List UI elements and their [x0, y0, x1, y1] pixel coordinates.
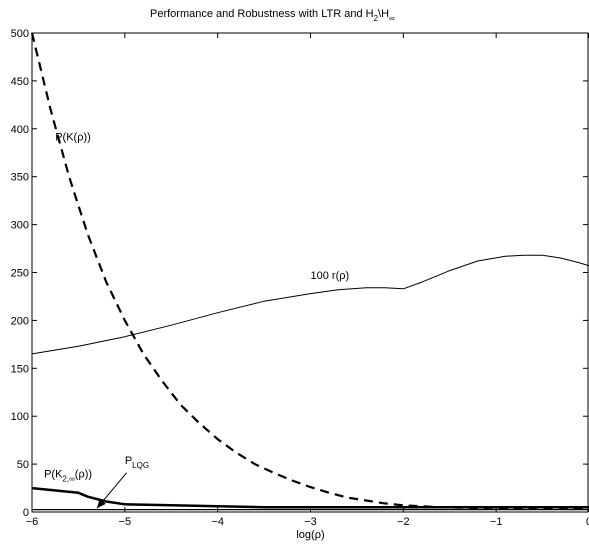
x-tick-label: −6: [26, 516, 39, 528]
y-tick-label: 500: [11, 28, 29, 40]
series-line-solid-thick: [31, 486, 589, 509]
y-tick-label: 300: [11, 220, 29, 232]
annotation-arrow-head: [96, 498, 106, 509]
y-tick-label: 50: [17, 459, 29, 471]
x-tick-label: −3: [304, 516, 317, 528]
y-tick-label: 400: [11, 124, 29, 136]
annotation-pk2-sub: 2,∞: [62, 475, 75, 484]
y-tick-label: 250: [11, 268, 29, 280]
y-tick-label: 0: [23, 507, 29, 519]
chart-title-separator: \H: [378, 8, 389, 20]
chart-title: Performance and Robustness with LTR and …: [150, 8, 395, 23]
annotation-pk: P(K(ρ)): [55, 131, 91, 143]
chart-title-main: Performance and Robustness with LTR and …: [150, 8, 374, 20]
x-tick-label: 0: [586, 516, 589, 528]
annotation-pk2-tail: (ρ)): [75, 469, 92, 481]
x-tick-label: −4: [211, 516, 224, 528]
y-tick-label: 100: [11, 411, 29, 423]
series-line-dashed: [30, 32, 589, 510]
series-layer: [30, 32, 589, 511]
y-tick-label: 200: [11, 315, 29, 327]
annotation-r: 100 r(ρ): [311, 270, 350, 282]
chart-title-subscript-infinity: ∞: [389, 14, 395, 23]
annotation-pk2: P(K2,∞(ρ)): [44, 469, 92, 484]
annotation-pk2-main: P(K: [44, 469, 63, 481]
chart-title-subscript-2: 2: [374, 14, 379, 23]
y-tick-label: 150: [11, 363, 29, 375]
x-tick-label: −2: [397, 516, 410, 528]
annotation-plqg-sub: LQG: [132, 461, 149, 470]
x-axis-label: log(ρ): [296, 529, 324, 541]
annotation-plqg: PLQG: [125, 455, 149, 470]
y-tick-label: 450: [11, 76, 29, 88]
series-line-solid-thin: [31, 254, 589, 355]
y-tick-label: 350: [11, 172, 29, 184]
annotation-plqg-main: P: [125, 455, 132, 467]
axis-ticks: −6 −5 −4 −3 −2 −1 0 0 50 100 150 200 250 300 350 400 450…: [11, 28, 589, 528]
x-tick-label: −1: [490, 516, 503, 528]
x-tick-label: −5: [119, 516, 132, 528]
